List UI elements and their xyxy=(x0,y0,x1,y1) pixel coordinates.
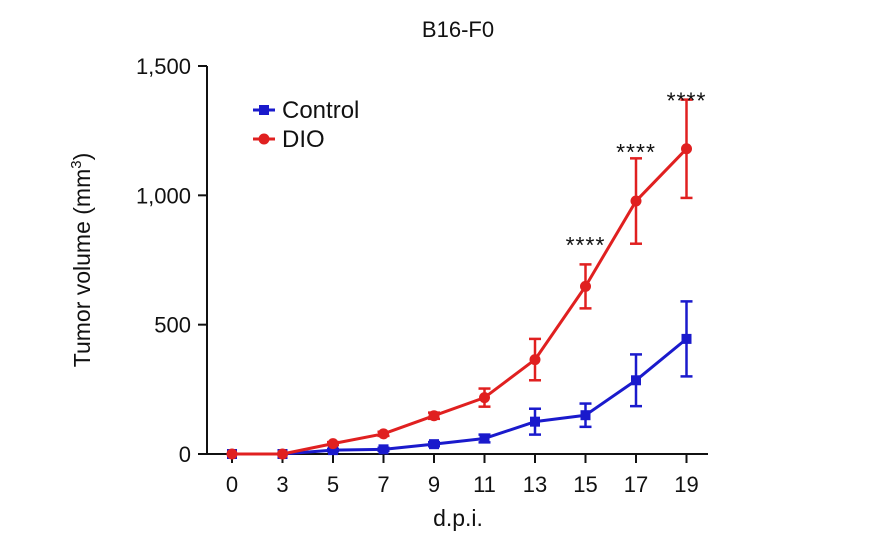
data-point xyxy=(378,428,389,440)
legend-label-control: Control xyxy=(282,97,359,124)
legend-marker-control xyxy=(259,105,269,115)
legend-label-dio: DIO xyxy=(282,126,325,153)
data-point xyxy=(631,375,641,386)
x-tick-label: 3 xyxy=(276,472,288,497)
data-point xyxy=(428,410,440,422)
x-tick-label: 0 xyxy=(226,472,238,497)
data-point xyxy=(580,410,591,421)
significance-marker: **** xyxy=(667,87,707,113)
legend: Control DIO xyxy=(253,97,359,153)
x-axis: 0 3 5 7 9 11 13 15 17 19 xyxy=(207,453,708,497)
data-point xyxy=(429,439,439,450)
data-point xyxy=(226,448,238,460)
data-point xyxy=(580,280,591,292)
legend-item-control: Control xyxy=(253,97,359,124)
x-tick-label: 9 xyxy=(428,472,440,497)
chart-title: B16-F0 xyxy=(422,17,494,42)
data-point xyxy=(479,433,490,444)
significance-marker: **** xyxy=(616,139,656,165)
series-layer xyxy=(226,98,693,460)
x-tick-label: 7 xyxy=(377,472,389,497)
significance-marker: **** xyxy=(566,232,606,258)
x-tick-label: 15 xyxy=(573,472,597,497)
y-axis: 0 500 1,000 1,500 xyxy=(136,54,208,467)
series-line-control xyxy=(232,337,688,456)
legend-item-dio: DIO xyxy=(253,126,325,153)
y-axis-title-close: ) xyxy=(69,153,95,161)
series-dio xyxy=(226,98,693,460)
y-axis-title: Tumor volume (mm3) xyxy=(68,153,95,368)
data-point xyxy=(630,195,642,207)
data-point xyxy=(530,416,540,427)
data-point xyxy=(327,438,339,450)
data-point xyxy=(378,444,389,455)
y-axis-title-superscript: 3 xyxy=(68,160,85,168)
x-tick-label: 17 xyxy=(624,472,648,497)
x-tick-label: 19 xyxy=(674,472,698,497)
x-tick-label: 11 xyxy=(473,472,496,497)
x-tick-label: 13 xyxy=(523,472,547,497)
series-line-dio xyxy=(232,147,688,456)
y-tick-label: 1,000 xyxy=(136,183,191,208)
data-point xyxy=(277,448,288,460)
y-tick-label: 1,500 xyxy=(136,54,191,79)
data-point xyxy=(681,143,692,155)
significance-annotations: **** **** **** xyxy=(566,87,707,258)
data-point xyxy=(479,392,490,404)
data-point xyxy=(328,445,338,456)
data-point xyxy=(681,333,692,344)
y-axis-title-text: Tumor volume (mm xyxy=(69,169,95,368)
y-tick-label: 500 xyxy=(154,313,191,338)
x-axis-title: d.p.i. xyxy=(433,505,483,531)
y-tick-label: 0 xyxy=(179,442,191,467)
legend-marker-dio xyxy=(258,133,270,145)
series-control xyxy=(227,300,693,459)
x-tick-label: 5 xyxy=(327,472,339,497)
data-point xyxy=(529,354,541,366)
